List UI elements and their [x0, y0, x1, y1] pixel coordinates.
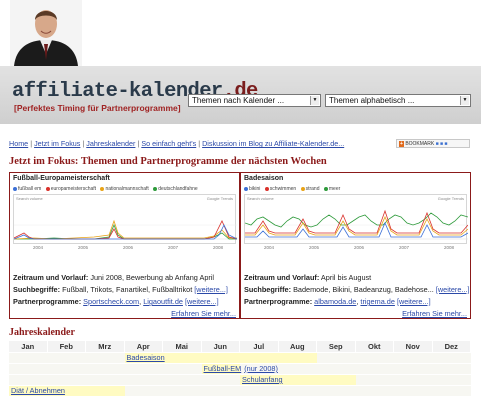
calendar-row: Diät / Abnehmen — [9, 386, 471, 396]
nav-home[interactable]: Home — [9, 139, 29, 148]
portrait-photo — [10, 0, 82, 66]
partnerprogramme-row: Partnerprogramme: Sportscheck.com, Ligao… — [13, 297, 219, 306]
event-period-bar — [9, 386, 125, 396]
focus-card-badesaison: Badesaison bikini schwimmen strand meer … — [240, 172, 471, 319]
calendar-event-link[interactable]: Fußball-EM — [203, 364, 242, 373]
tagline: [Perfektes Timing für Partnerprogramme] — [14, 103, 181, 113]
calendar-row: Fußball-EM (nur 2008) — [9, 364, 471, 374]
event-period-bar — [240, 375, 356, 385]
chevron-down-icon: ▼ — [460, 96, 469, 105]
focus-card-em: Fußball-Europameisterschaft fußball em e… — [9, 172, 240, 319]
chart-x-axis: 2004 2005 2006 2007 2008 — [264, 245, 455, 250]
month-label: Apr — [124, 341, 163, 352]
trend-chart-em: Search volume Google Trends — [13, 194, 237, 244]
card-title: Fußball-Europameisterschaft — [13, 175, 110, 182]
partner-link-albamoda[interactable]: albamoda.de — [314, 297, 357, 306]
month-label: Okt — [355, 341, 394, 352]
header: affiliate-kalender.de [Perfektes Timing … — [0, 0, 481, 130]
card-title: Badesaison — [244, 175, 284, 182]
chart-legend: bikini schwimmen strand meer — [244, 186, 343, 192]
calendar-row: Badesaison — [9, 353, 471, 363]
zeitraum-row: Zeitraum und Vorlauf: April bis August — [244, 273, 372, 282]
legend-dot — [300, 186, 305, 191]
legend-dot — [45, 186, 50, 191]
trend-chart-badesaison: Search volume Google Trends — [244, 194, 468, 244]
partnerprogramme-row: Partnerprogramme: albamoda.de, trigema.d… — [244, 297, 431, 306]
topics-alphabetical-select[interactable]: Themen alphabetisch ... ▼ — [325, 94, 471, 107]
chart-legend: fußball em europameisterschaft nationalm… — [13, 186, 201, 192]
legend-dot — [323, 186, 328, 191]
month-label: Jan — [9, 341, 48, 352]
suchbegriffe-row: Suchbegriffe: Bademode, Bikini, Badeanzu… — [244, 285, 470, 294]
month-label: Jul — [240, 341, 279, 352]
month-label: Dez — [432, 341, 471, 352]
calendar-event-note: (nur 2008) — [244, 364, 278, 373]
nav-jetzt-im-fokus[interactable]: Jetzt im Fokus — [34, 139, 81, 148]
calendar-heading: Jahreskalender — [9, 327, 75, 338]
month-label: Nov — [394, 341, 433, 352]
month-label: Mrz — [86, 341, 125, 352]
partner-link-sportscheck[interactable]: Sportscheck.com — [83, 297, 140, 306]
partner-more-link[interactable]: [weitere...] — [184, 297, 219, 306]
calendar-row-bg — [9, 386, 471, 396]
legend-dot — [153, 186, 158, 191]
chevron-down-icon: ▼ — [310, 96, 319, 105]
event-period-bar — [201, 364, 240, 374]
legend-dot — [264, 186, 269, 191]
month-label: Mai — [163, 341, 202, 352]
calendar-row: Schulanfang — [9, 375, 471, 385]
nav-jahreskalender[interactable]: Jahreskalender — [86, 139, 136, 148]
suchbegriffe-more-link[interactable]: [weitere...] — [194, 285, 228, 294]
bookmark-button[interactable]: + BOOKMARK ■ ■ ■ — [396, 139, 470, 148]
calendar-event-link[interactable]: Schulanfang — [242, 375, 283, 384]
bookmark-icon: + — [399, 141, 404, 147]
main-nav: Home | Jetzt im Fokus | Jahreskalender |… — [9, 139, 345, 148]
month-label: Sep — [317, 341, 356, 352]
learn-more-link[interactable]: Erfahren Sie mehr... — [402, 309, 467, 318]
legend-dot — [100, 186, 105, 191]
legend-dot — [244, 186, 248, 191]
partner-more-link[interactable]: [weitere...] — [396, 297, 431, 306]
partner-link-trigema[interactable]: trigema.de — [360, 297, 395, 306]
focus-heading: Jetzt im Fokus: Themen und Partnerprogra… — [9, 156, 327, 167]
suchbegriffe-row: Suchbegriffe: Fußball, Trikots, Fanartik… — [13, 285, 228, 294]
month-label: Jun — [201, 341, 240, 352]
suchbegriffe-more-link[interactable]: [weitere...] — [435, 285, 470, 294]
nav-blog-diskussion[interactable]: Diskussion im Blog zu Affiliate-Kalender… — [202, 139, 345, 148]
learn-more-link[interactable]: Erfahren Sie mehr... — [171, 309, 236, 318]
calendar-month-header: Jan Feb Mrz Apr Mai Jun Jul Aug Sep Okt Nov Dez — [9, 341, 471, 352]
calendar-event-link[interactable]: Badesaison — [126, 353, 165, 362]
zeitraum-row: Zeitraum und Vorlauf: Juni 2008, Bewerbu… — [13, 273, 215, 282]
chart-x-axis: 2004 2005 2006 2007 2008 — [33, 245, 224, 250]
calendar-event-link[interactable]: Diät / Abnehmen — [11, 386, 65, 395]
partner-link-ligaoutfit[interactable]: Ligaoutfit.de — [143, 297, 183, 306]
event-period-bar — [124, 353, 317, 363]
calendar-row-bg — [9, 364, 471, 374]
nav-so-einfach[interactable]: So einfach geht's — [141, 139, 197, 148]
month-label: Feb — [47, 341, 86, 352]
month-label: Aug — [278, 341, 317, 352]
legend-dot — [13, 186, 17, 191]
social-icons: ■ ■ ■ — [435, 141, 448, 147]
topics-by-calendar-select[interactable]: Themen nach Kalender ... ▼ — [188, 94, 321, 107]
